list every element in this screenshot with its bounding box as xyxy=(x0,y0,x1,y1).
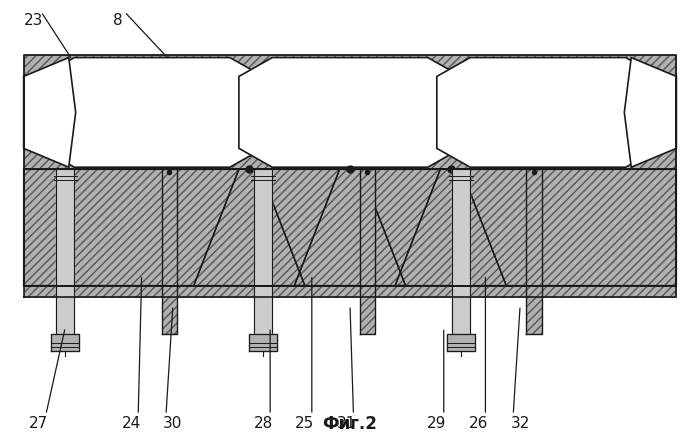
Polygon shape xyxy=(56,170,74,336)
Polygon shape xyxy=(24,58,76,167)
Text: 32: 32 xyxy=(510,416,530,431)
Text: 24: 24 xyxy=(122,416,141,431)
Polygon shape xyxy=(239,58,461,167)
Polygon shape xyxy=(288,170,312,285)
Text: 27: 27 xyxy=(29,416,48,431)
Polygon shape xyxy=(642,170,676,285)
Polygon shape xyxy=(360,170,440,285)
Polygon shape xyxy=(162,170,177,334)
Polygon shape xyxy=(360,170,375,334)
Polygon shape xyxy=(24,170,239,285)
Polygon shape xyxy=(24,56,676,170)
Polygon shape xyxy=(194,170,305,285)
Polygon shape xyxy=(447,334,475,351)
Text: 23: 23 xyxy=(25,13,43,28)
Polygon shape xyxy=(24,285,676,297)
Polygon shape xyxy=(24,170,58,285)
Text: 31: 31 xyxy=(337,416,356,431)
Polygon shape xyxy=(452,170,470,336)
Text: 25: 25 xyxy=(295,416,314,431)
Polygon shape xyxy=(260,170,340,285)
Polygon shape xyxy=(24,170,676,285)
Text: 30: 30 xyxy=(163,416,183,431)
Polygon shape xyxy=(513,170,649,285)
Polygon shape xyxy=(624,58,676,167)
Polygon shape xyxy=(437,58,659,167)
Polygon shape xyxy=(41,58,263,167)
Text: Фиг.2: Фиг.2 xyxy=(323,415,377,433)
Polygon shape xyxy=(295,170,405,285)
Polygon shape xyxy=(395,170,506,285)
Polygon shape xyxy=(51,170,187,285)
Polygon shape xyxy=(51,334,79,351)
Text: 8: 8 xyxy=(113,13,122,28)
Polygon shape xyxy=(526,170,542,334)
Polygon shape xyxy=(461,170,676,285)
Text: 29: 29 xyxy=(427,416,447,431)
Text: 26: 26 xyxy=(469,416,488,431)
Polygon shape xyxy=(249,334,277,351)
Text: 28: 28 xyxy=(253,416,273,431)
Polygon shape xyxy=(389,170,412,285)
Polygon shape xyxy=(254,170,272,336)
